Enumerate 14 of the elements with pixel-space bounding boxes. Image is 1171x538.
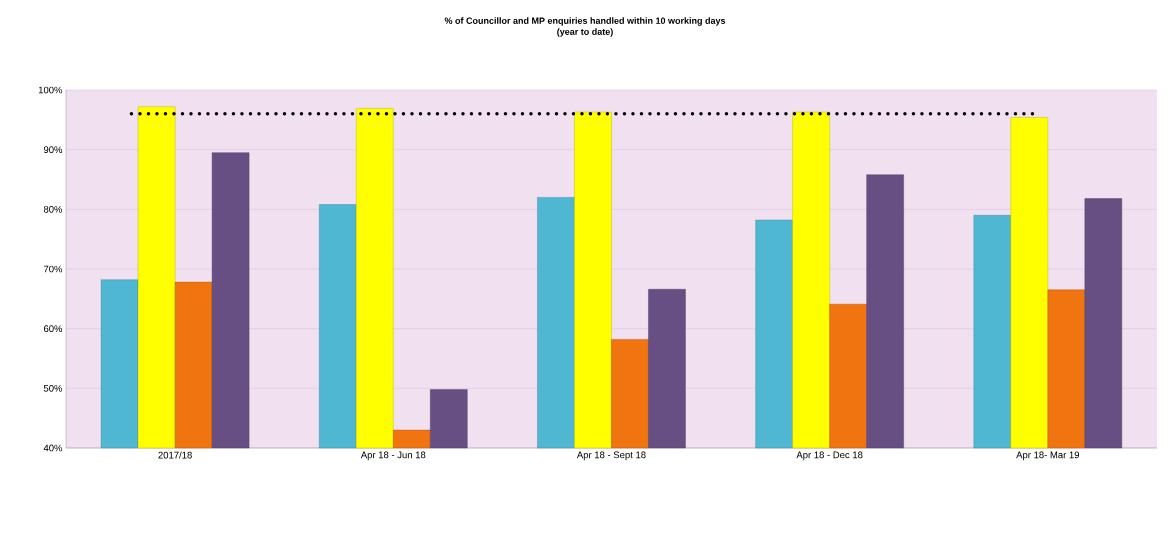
x-tick-label: Apr 18- Mar 19 [1016, 451, 1080, 461]
x-tick-label: Apr 18 - Jun 18 [360, 451, 426, 461]
x-tick-label: Apr 18 - Dec 18 [796, 451, 863, 461]
y-tick-label: 80% [43, 205, 63, 213]
x-tick-label: 2017/18 [158, 451, 192, 459]
y-tick-label: 50% [43, 384, 63, 392]
chart-title: % of Councillor and MP enquiries handled within 10 working days [444, 17, 726, 26]
y-tick-label: 40% [43, 444, 63, 452]
chart-subtitle: (year to date) [557, 28, 613, 37]
x-tick-label: Apr 18 - Sept 18 [576, 451, 646, 461]
y-tick-label: 70% [43, 265, 63, 273]
y-tick-label: 90% [43, 146, 63, 154]
y-tick-label: 60% [43, 325, 63, 333]
y-tick-label: 100% [38, 86, 63, 94]
